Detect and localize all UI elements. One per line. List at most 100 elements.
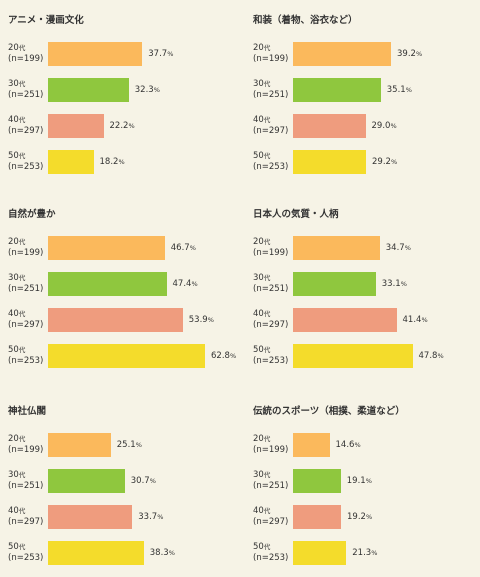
- age-number: 40: [8, 115, 19, 125]
- sample-size: (n=199): [253, 54, 289, 64]
- bar-row: 50代 (n=253) 62.8%: [8, 344, 240, 368]
- sample-size: (n=251): [8, 284, 44, 294]
- chart-panel: 伝統のスポーツ（相撲、柔道など） 20代 (n=199) 14.6% 30代 (n=251…: [253, 403, 480, 577]
- bar-50: [293, 344, 413, 368]
- sample-size: (n=199): [253, 445, 289, 455]
- value-label: 14.6%: [336, 440, 361, 450]
- value-label: 25.1%: [117, 440, 142, 450]
- chart-panel: 自然が豊か 20代 (n=199) 46.7% 30代 (n=251) 47.4% 40代 (n…: [8, 206, 240, 380]
- value-label: 37.7%: [148, 49, 173, 59]
- value-number: 39.2: [397, 49, 416, 59]
- value-unit: %: [149, 477, 156, 485]
- bar-row: 40代 (n=297) 19.2%: [253, 505, 480, 529]
- value-label: 29.0%: [372, 121, 397, 131]
- sample-size: (n=251): [253, 481, 289, 491]
- bar-20: [48, 42, 143, 66]
- chart-panel: 日本人の気質・人柄 20代 (n=199) 34.7% 30代 (n=251) 33.1% 4…: [253, 206, 480, 380]
- age-unit: 代: [263, 310, 271, 318]
- bar-30: [293, 272, 376, 296]
- value-number: 41.4: [402, 315, 422, 325]
- value-unit: %: [167, 50, 174, 58]
- age-number: 30: [8, 79, 19, 89]
- value-unit: %: [229, 352, 237, 360]
- value-label: 53.9%: [189, 315, 214, 325]
- sample-size: (n=297): [8, 517, 44, 527]
- bar-row: 50代 (n=253) 21.3%: [253, 541, 480, 565]
- sample-size: (n=297): [8, 320, 44, 330]
- value-number: 47.4: [172, 279, 192, 289]
- age-group: 20代: [8, 43, 43, 54]
- bar-row: 20代 (n=199) 34.7%: [253, 236, 480, 260]
- bar-row: 30代 (n=251) 30.7%: [8, 469, 240, 493]
- bar-30: [293, 469, 341, 493]
- age-group: 40代: [253, 309, 288, 320]
- age-group: 20代: [8, 434, 43, 445]
- age-group: 50代: [8, 345, 43, 356]
- bar-20: [48, 236, 165, 260]
- value-number: 46.7: [170, 243, 190, 253]
- age-label: 20代 (n=199): [8, 237, 43, 259]
- age-number: 50: [253, 345, 264, 355]
- sample-size: (n=297): [8, 126, 44, 136]
- chart-panel: 神社仏閣 20代 (n=199) 25.1% 30代 (n=251) 30.7% 40代 (n=…: [8, 403, 240, 577]
- value-number: 32.3: [134, 85, 154, 95]
- age-unit: 代: [18, 310, 26, 318]
- age-group: 30代: [253, 79, 288, 90]
- age-unit: 代: [18, 346, 26, 354]
- age-unit: 代: [18, 274, 26, 282]
- bar-row: 50代 (n=253) 47.8%: [253, 344, 480, 368]
- value-number: 25.1: [116, 440, 136, 450]
- bar-row: 40代 (n=297) 29.0%: [253, 114, 480, 138]
- age-unit: 代: [263, 346, 271, 354]
- age-number: 40: [8, 506, 19, 516]
- value-label: 38.3%: [150, 548, 175, 558]
- age-group: 50代: [253, 151, 288, 162]
- value-label: 47.4%: [173, 279, 198, 289]
- bar-30: [48, 78, 129, 102]
- value-unit: %: [421, 316, 428, 324]
- bar-50: [293, 150, 366, 174]
- sample-size: (n=253): [8, 356, 44, 366]
- age-unit: 代: [18, 44, 26, 52]
- sample-size: (n=297): [253, 320, 289, 330]
- age-label: 50代 (n=253): [8, 345, 43, 367]
- chart-panel: アニメ・漫画文化 20代 (n=199) 37.7% 30代 (n=251) 32.3% 40…: [8, 12, 240, 186]
- value-label: 46.7%: [171, 243, 196, 253]
- age-number: 40: [253, 115, 264, 125]
- age-label: 30代 (n=251): [8, 470, 43, 492]
- sample-size: (n=253): [253, 356, 289, 366]
- age-unit: 代: [18, 80, 26, 88]
- sample-size: (n=297): [253, 126, 289, 136]
- age-group: 40代: [8, 506, 43, 517]
- sample-size: (n=253): [253, 553, 289, 563]
- bar-row: 30代 (n=251) 32.3%: [8, 78, 240, 102]
- value-unit: %: [365, 513, 373, 521]
- age-group: 20代: [253, 43, 288, 54]
- value-label: 47.8%: [419, 351, 444, 361]
- age-group: 40代: [8, 309, 43, 320]
- bar-40: [293, 505, 341, 529]
- age-group: 40代: [253, 506, 288, 517]
- age-label: 20代 (n=199): [8, 434, 43, 456]
- age-unit: 代: [263, 152, 271, 160]
- bar-20: [293, 433, 330, 457]
- bar-40: [48, 308, 183, 332]
- value-label: 19.1%: [347, 476, 372, 486]
- value-number: 62.8: [211, 351, 230, 361]
- value-unit: %: [437, 352, 444, 360]
- value-label: 41.4%: [403, 315, 428, 325]
- chart-title: 伝統のスポーツ（相撲、柔道など）: [253, 406, 405, 417]
- value-number: 14.6: [335, 440, 355, 450]
- age-group: 30代: [253, 273, 288, 284]
- age-label: 40代 (n=297): [253, 115, 288, 137]
- age-number: 20: [253, 237, 264, 247]
- value-number: 53.9: [188, 315, 208, 325]
- age-number: 50: [8, 151, 19, 161]
- age-unit: 代: [18, 471, 26, 479]
- value-label: 34.7%: [386, 243, 411, 253]
- bar-row: 30代 (n=251) 19.1%: [253, 469, 480, 493]
- bar-40: [293, 308, 397, 332]
- bar-row: 40代 (n=297) 53.9%: [8, 308, 240, 332]
- age-unit: 代: [18, 543, 26, 551]
